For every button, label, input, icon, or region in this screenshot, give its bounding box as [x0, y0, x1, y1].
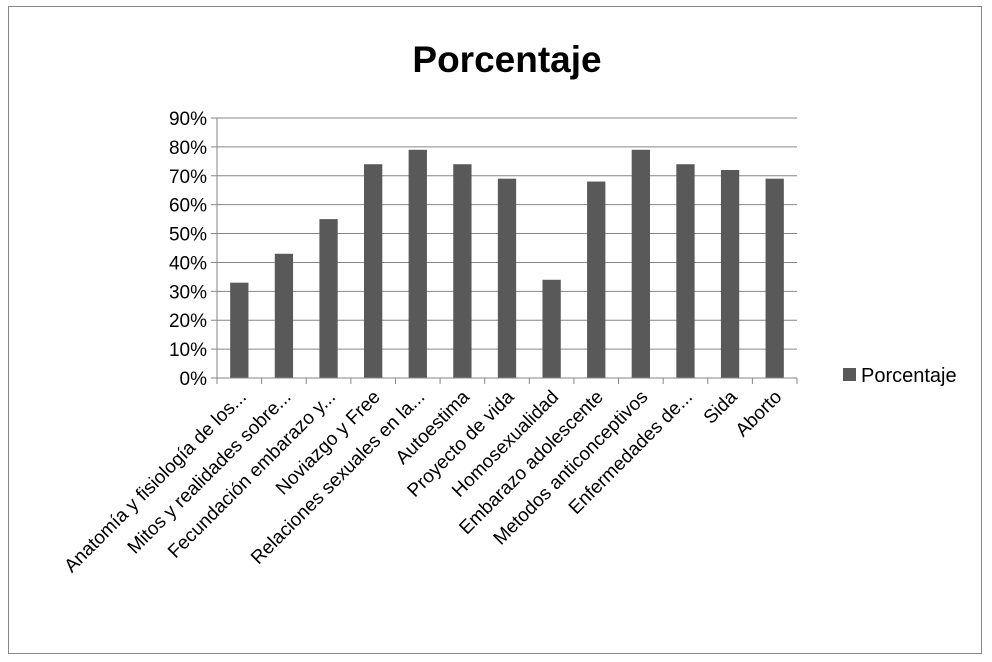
y-tick-label: 20% — [169, 311, 207, 332]
bar — [408, 149, 427, 378]
bar — [765, 178, 784, 378]
axes — [211, 117, 798, 384]
x-category-label: Fecundación embarazo y... — [164, 387, 340, 563]
bar — [587, 181, 606, 378]
y-tick-label: 40% — [169, 253, 207, 274]
bar — [453, 164, 472, 378]
y-tick-label: 70% — [169, 167, 207, 188]
chart-frame — [8, 6, 982, 654]
bar — [230, 282, 249, 378]
legend-swatch — [843, 368, 856, 381]
legend-label: Porcentaje — [861, 365, 957, 387]
bar — [497, 178, 517, 378]
bars — [230, 149, 784, 378]
y-tick-label: 10% — [169, 340, 207, 361]
x-category-label: Anatomía y fisiología de los... — [60, 387, 250, 577]
y-tick-label: 60% — [169, 196, 207, 217]
bar — [274, 253, 294, 378]
y-axis-tick-labels: 0% 10% 20% 30% 40% 50% 60% 70% 80% 90% — [169, 109, 207, 390]
y-tick-label: 80% — [169, 138, 207, 159]
bar — [364, 164, 383, 378]
bar — [542, 279, 561, 378]
y-tick-label: 0% — [180, 369, 208, 390]
y-tick-label: 50% — [169, 225, 207, 246]
y-tick-label: 30% — [169, 282, 207, 303]
x-category-label: Aborto — [732, 387, 786, 441]
bar — [319, 219, 338, 378]
bar — [720, 170, 740, 378]
bar — [676, 164, 695, 378]
bar — [631, 149, 650, 378]
y-tick-label: 90% — [169, 109, 207, 130]
legend: Porcentaje — [843, 365, 957, 387]
x-axis-category-labels: Anatomía y fisiología de los...Mitos y r… — [60, 386, 786, 577]
chart-title: Porcentaje — [412, 39, 601, 80]
